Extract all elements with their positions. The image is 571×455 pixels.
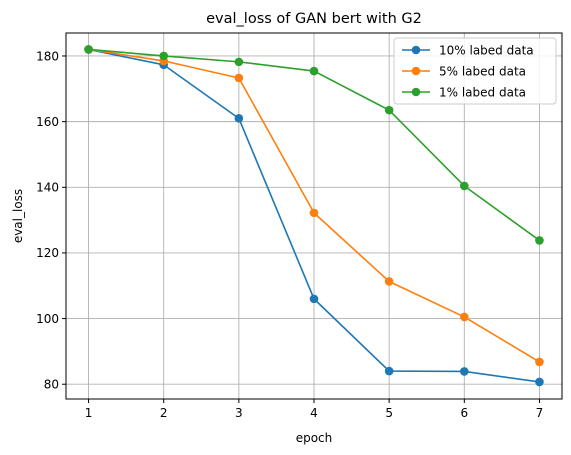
series-markers — [84, 45, 544, 387]
legend-label: 1% labed data — [439, 85, 526, 99]
chart-title: eval_loss of GAN bert with G2 — [206, 11, 422, 27]
legend: 10% labed data 5% labed data 1% labed data — [393, 37, 557, 105]
data-point — [234, 73, 244, 83]
x-axis-label: epoch — [296, 431, 333, 445]
data-point — [384, 366, 394, 376]
y-tick-label: 120 — [36, 246, 59, 260]
x-axis-ticks: 1 2 3 4 5 6 7 — [85, 399, 544, 420]
y-tick-label: 140 — [36, 181, 59, 195]
data-point — [309, 66, 319, 76]
x-tick-label: 1 — [85, 406, 93, 420]
y-axis-label: eval_loss — [11, 189, 25, 243]
x-tick-label: 4 — [310, 406, 318, 420]
data-point — [384, 277, 394, 286]
data-point — [384, 105, 394, 115]
legend-swatch-marker — [411, 87, 421, 97]
legend-label: 10% labed data — [439, 43, 534, 57]
legend-label: 5% labed data — [439, 64, 526, 78]
data-point — [309, 208, 319, 218]
data-point — [309, 294, 319, 304]
data-point — [460, 181, 469, 191]
data-point — [535, 357, 544, 367]
y-tick-label: 180 — [36, 49, 59, 63]
y-tick-label: 100 — [36, 312, 59, 326]
data-point — [84, 45, 93, 54]
x-tick-label: 7 — [536, 406, 544, 420]
y-axis-ticks: 80 100 120 140 160 180 — [36, 49, 66, 392]
y-tick-label: 160 — [36, 115, 59, 129]
data-point — [460, 312, 469, 322]
data-point — [460, 367, 469, 376]
data-point — [535, 377, 544, 387]
data-point — [234, 114, 244, 123]
legend-swatch-marker — [411, 45, 421, 55]
y-tick-label: 80 — [44, 378, 59, 392]
legend-swatch-marker — [411, 66, 421, 76]
legend-box — [393, 37, 557, 105]
x-tick-label: 6 — [460, 406, 468, 420]
data-point — [535, 236, 544, 245]
data-point — [159, 51, 168, 61]
x-tick-label: 3 — [235, 406, 243, 420]
x-tick-label: 2 — [160, 406, 168, 420]
x-tick-label: 5 — [385, 406, 393, 420]
data-point — [234, 57, 244, 67]
